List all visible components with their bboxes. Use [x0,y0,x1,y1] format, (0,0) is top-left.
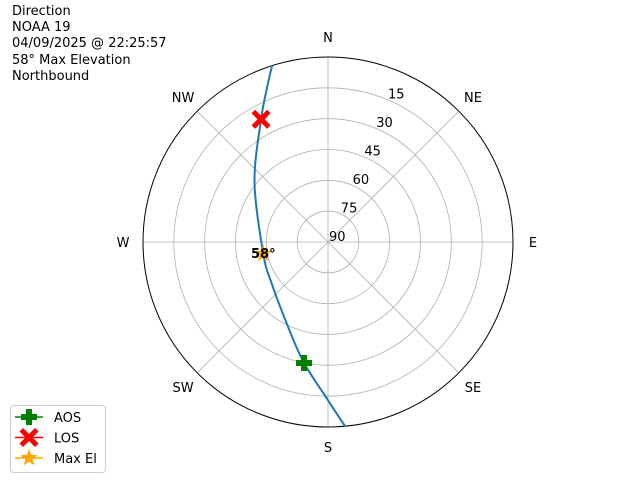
radial-tick-label: 15 [388,88,405,103]
legend-label: AOS [54,411,81,426]
angular-tick-label: W [117,236,130,251]
pass-info: Direction NOAA 19 04/09/2025 @ 22:25:57 … [12,4,167,85]
legend-item: LOS [15,427,79,448]
aos-legend-icon [21,409,37,425]
angular-tick-label: NW [172,91,195,106]
max-elevation-annotation: 58° [251,247,276,262]
max-el-legend-icon [20,449,38,466]
info-satellite: NOAA 19 [12,20,71,36]
grid-spoke [196,241,329,374]
grid-spoke [327,110,460,243]
angular-tick-label: N [323,31,333,46]
outer-frame [142,56,514,428]
los-marker-icon [251,109,271,129]
los-legend-icon [19,427,39,448]
angular-tick-label: NE [464,91,482,106]
angular-tick-label: SE [465,381,481,396]
info-max-elevation: 58° Max Elevation [12,52,131,68]
angular-tick-label: S [324,441,332,456]
angular-tick-label: SW [172,381,193,396]
legend-label: LOS [54,432,79,447]
radial-tick-label: 60 [353,173,370,188]
info-datetime: 04/09/2025 @ 22:25:57 [12,36,167,52]
info-title: Direction [12,4,71,19]
info-direction: Northbound [12,68,90,84]
legend-item: AOS [15,409,81,426]
legend-label: Max El [54,452,97,467]
radial-tick-label: 90 [329,230,346,245]
grid-spoke [196,110,329,243]
legend: AOS LOS Max El [10,405,106,473]
aos-marker-icon [296,354,313,371]
radial-tick-label: 45 [364,145,381,160]
angular-tick-label: E [529,236,537,251]
pass-track-line [253,65,346,427]
radial-tick-label: 75 [341,202,358,217]
radial-tick-label: 30 [376,116,393,131]
max-el-marker-icon [254,244,272,261]
grid-spoke [327,241,460,374]
legend-item: Max El [15,449,97,467]
